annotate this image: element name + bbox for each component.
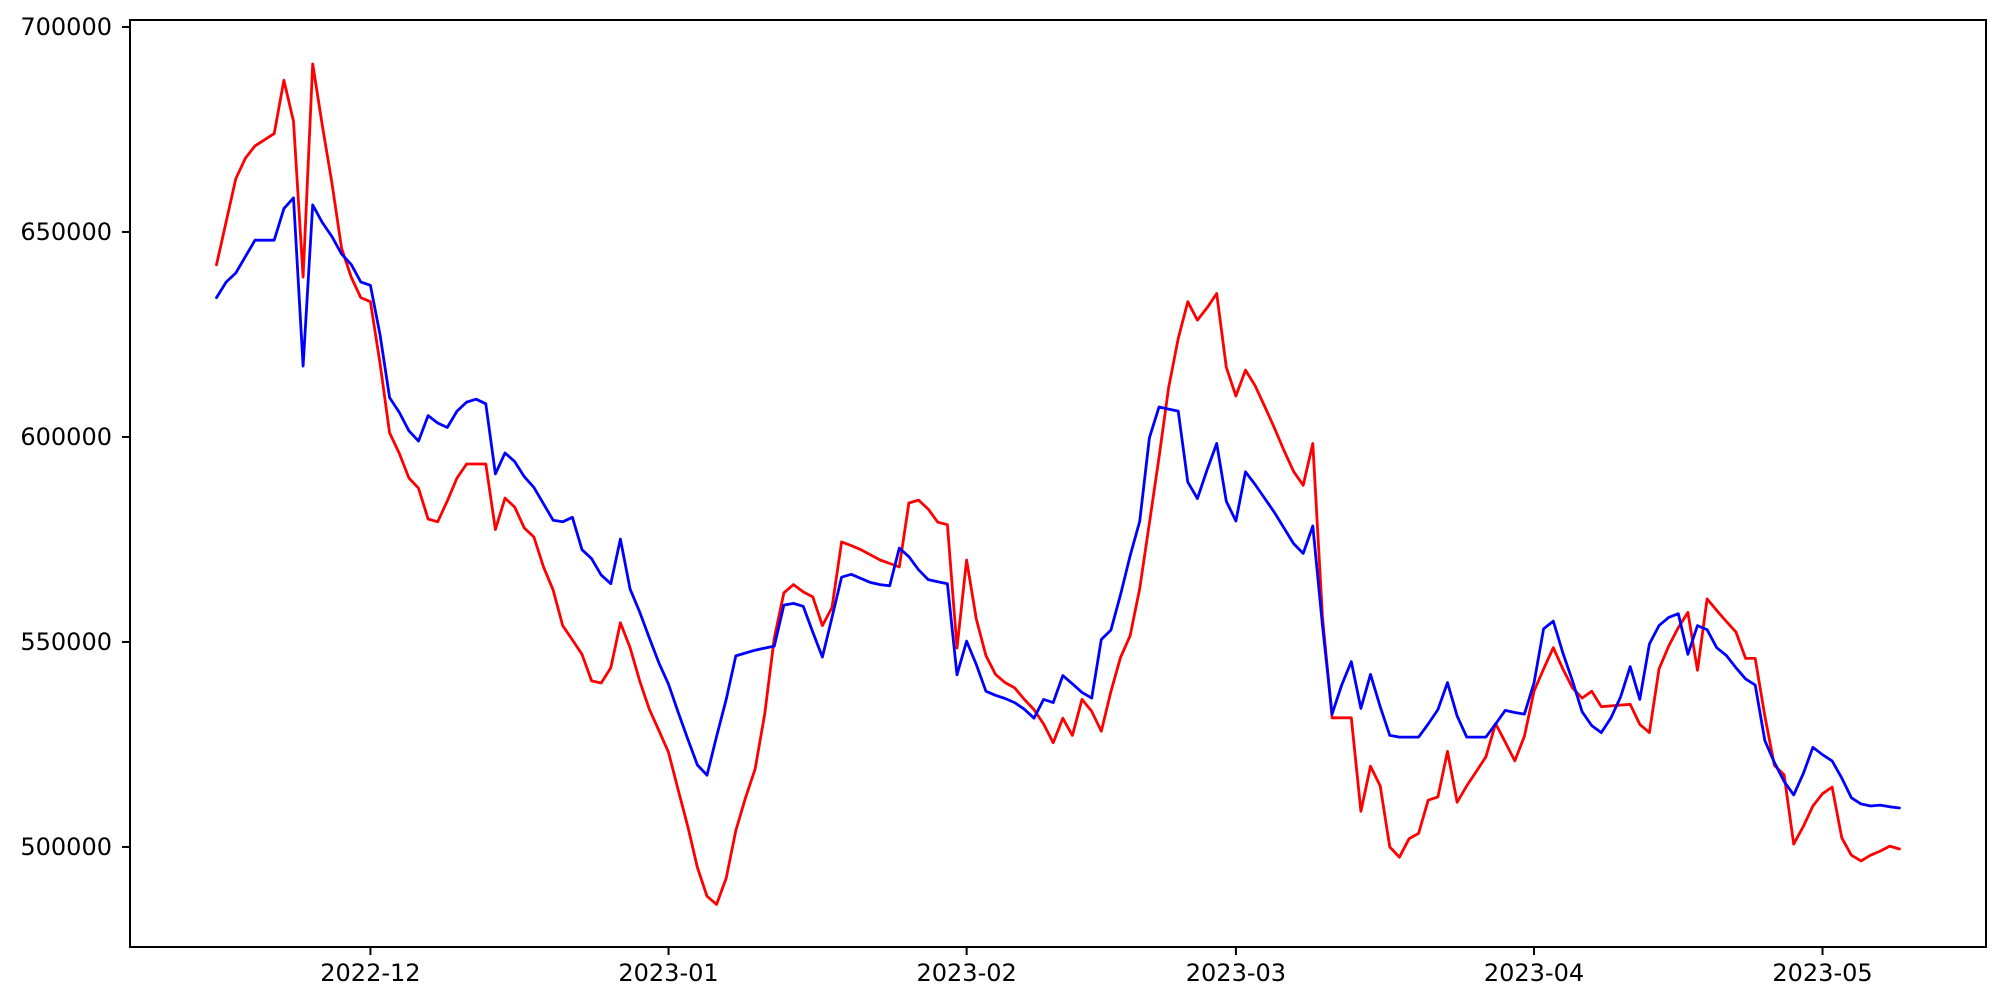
- x-tick-label: 2023-04: [1484, 959, 1584, 987]
- y-tick-label: 550000: [20, 628, 112, 656]
- y-tick-label: 500000: [20, 833, 112, 861]
- x-tick-label: 2022-12: [320, 959, 420, 987]
- y-tick-label: 700000: [20, 13, 112, 41]
- x-tick-label: 2023-02: [917, 959, 1017, 987]
- series-group: [215, 62, 1901, 906]
- x-axis: 2022-12 2023-01 2023-02 2023-03 2023-04 2023-…: [320, 947, 1873, 987]
- plot-area: [129, 19, 1987, 948]
- x-tick-label: 2023-01: [618, 959, 718, 987]
- blue-series-line: [215, 196, 1901, 810]
- y-tick-label: 650000: [20, 218, 112, 246]
- x-tick-label: 2023-05: [1772, 959, 1872, 987]
- red-series-line: [215, 62, 1901, 906]
- x-tick-label: 2023-03: [1186, 959, 1286, 987]
- y-axis: 500000 550000 600000 650000 700000: [20, 13, 130, 861]
- y-tick-label: 600000: [20, 423, 112, 451]
